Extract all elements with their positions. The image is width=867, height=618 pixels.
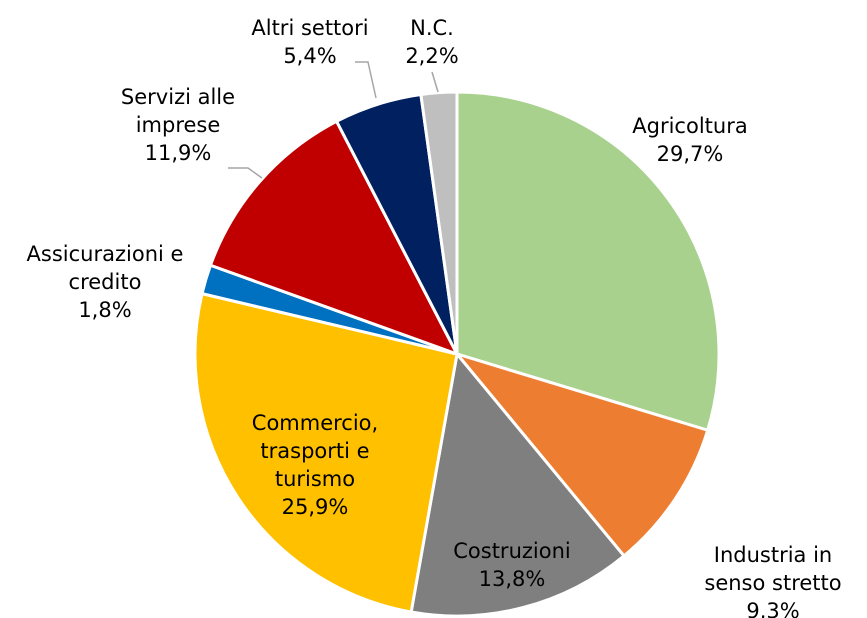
leader-line bbox=[355, 61, 377, 99]
value-label: 2,2% bbox=[405, 44, 459, 68]
pie-slice bbox=[419, 90, 459, 355]
value-label: 29,7% bbox=[656, 142, 724, 166]
value-label: 1,8% bbox=[78, 298, 132, 322]
pie-slice bbox=[208, 119, 461, 357]
slice-label: Industria in senso stretto 9,3% bbox=[683, 541, 863, 618]
category-name: Assicurazioni e credito bbox=[26, 242, 184, 294]
category-name: Servizi alle imprese bbox=[120, 85, 236, 137]
slice-label: Servizi alle imprese 11,9% bbox=[98, 83, 258, 167]
value-label: 5,4% bbox=[283, 44, 337, 68]
slice-label: Commercio, trasporti e turismo 25,9% bbox=[230, 409, 400, 521]
pie-slice bbox=[409, 350, 627, 618]
value-label: 25,9% bbox=[281, 495, 349, 519]
pie-slice bbox=[193, 291, 459, 614]
value-label: 13,8% bbox=[478, 567, 546, 591]
category-name: Altri settori bbox=[251, 16, 369, 40]
value-label: 9,3% bbox=[746, 599, 800, 618]
category-name: Commercio, trasporti e turismo bbox=[251, 411, 379, 491]
category-name: Industria in senso stretto bbox=[704, 543, 842, 595]
category-name: Agricoltura bbox=[632, 114, 748, 138]
pie-slice bbox=[452, 351, 710, 558]
pie-slice bbox=[455, 90, 721, 433]
slice-label: Costruzioni 13,8% bbox=[422, 537, 602, 593]
leader-line bbox=[431, 71, 439, 93]
slice-label: N.C. 2,2% bbox=[382, 14, 482, 70]
leader-line bbox=[228, 167, 263, 179]
value-label: 11,9% bbox=[144, 141, 212, 165]
slice-label: Agricoltura 29,7% bbox=[600, 112, 780, 168]
category-name: Costruzioni bbox=[453, 539, 571, 563]
slice-label: Altri settori 5,4% bbox=[220, 14, 400, 70]
category-name: N.C. bbox=[410, 16, 454, 40]
slice-label: Assicurazioni e credito 1,8% bbox=[5, 240, 205, 324]
